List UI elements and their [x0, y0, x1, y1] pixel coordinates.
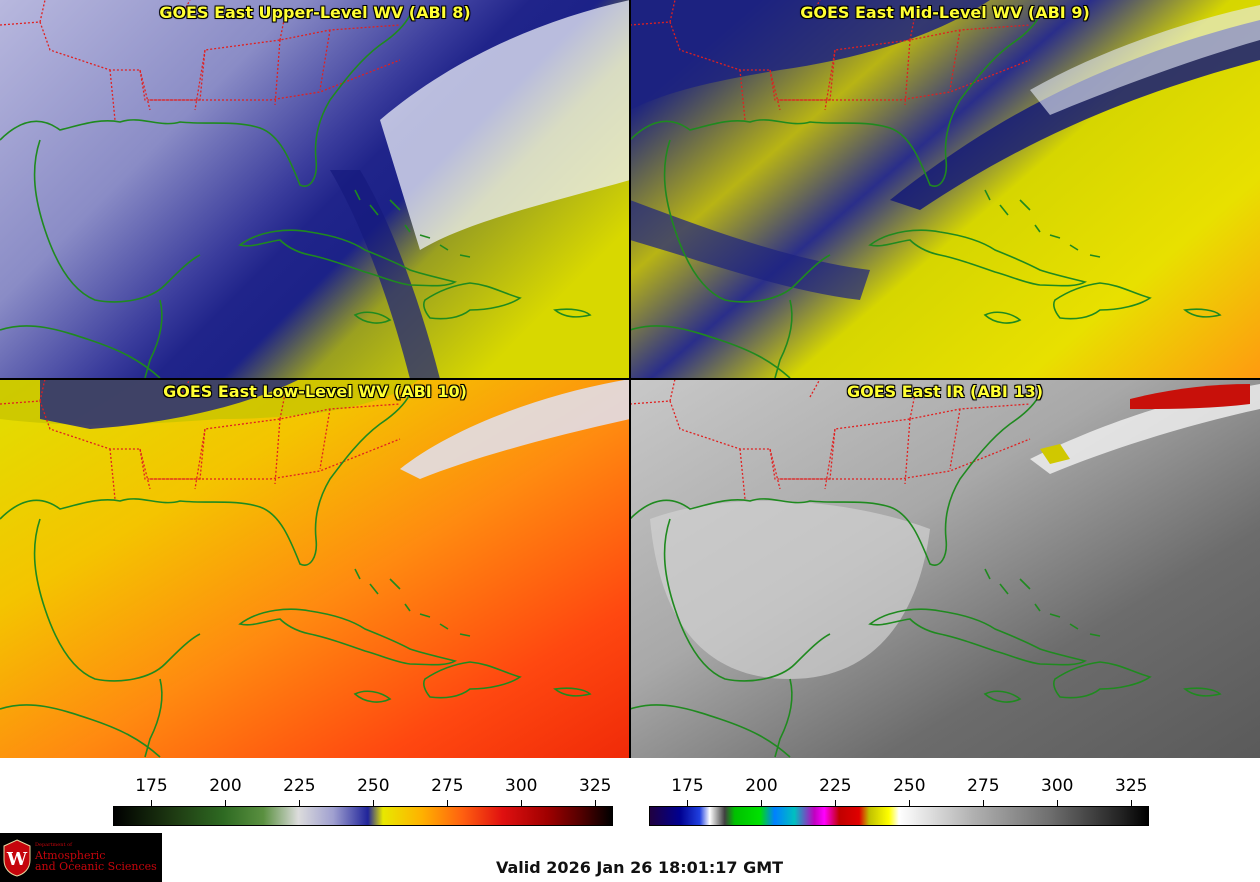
colorbar-tick-label: 325	[579, 776, 612, 796]
svg-text:W: W	[6, 849, 28, 870]
colorbar-tick-label: 275	[431, 776, 464, 796]
panel-title: GOES East Low-Level WV (ABI 10)	[163, 382, 467, 401]
logo-department: Department of	[35, 842, 72, 848]
colorbar-ticks: 175 200 225 250 275 300 325	[113, 770, 613, 806]
colorbar-tick-mark	[447, 800, 449, 806]
colorbar-ticks: 175 200 225 250 275 300 325	[649, 770, 1149, 806]
colorbar-tick-label: 225	[283, 776, 316, 796]
colorbar-tick-mark	[983, 800, 985, 806]
colorbar-tick-mark	[835, 800, 837, 806]
colorbar-ir: 175 200 225 250 275 300 325	[649, 770, 1149, 826]
map-panel-mid-level-wv: GOES East Mid-Level WV (ABI 9)	[630, 0, 1260, 379]
colorbar-tick-mark	[595, 800, 597, 806]
panel-title: GOES East Upper-Level WV (ABI 8)	[159, 3, 471, 22]
colorbar-tick-label: 250	[893, 776, 926, 796]
colorbar-tick-mark	[299, 800, 301, 806]
colorbar-tick-mark	[373, 800, 375, 806]
map-panel-upper-level-wv: GOES East Upper-Level WV (ABI 8)	[0, 0, 630, 379]
colorbar-tick-mark	[1131, 800, 1133, 806]
aos-logo: W Department of Atmospheric and Oceanic …	[0, 833, 162, 882]
colorbar-tick-label: 325	[1115, 776, 1148, 796]
panel-divider-horizontal	[0, 378, 1260, 380]
colorbar-tick-label: 175	[135, 776, 168, 796]
colorbar-tick-mark	[151, 800, 153, 806]
logo-line-1: Atmospheric	[35, 849, 106, 862]
colorbar-tick-label: 200	[745, 776, 778, 796]
colorbar-tick-label: 250	[357, 776, 390, 796]
colorbar-tick-mark	[687, 800, 689, 806]
colorbar-tick-label: 200	[209, 776, 242, 796]
colorbar-tick-label: 225	[819, 776, 852, 796]
colorbar-tick-mark	[1057, 800, 1059, 806]
colorbar-tick-label: 300	[1041, 776, 1074, 796]
colorbar-tick-mark	[909, 800, 911, 806]
panel-title: GOES East Mid-Level WV (ABI 9)	[800, 3, 1090, 22]
colorbar-tick-mark	[225, 800, 227, 806]
colorbar-gradient-ir	[649, 806, 1149, 826]
colorbar-tick-mark	[761, 800, 763, 806]
colorbar-wv: 175 200 225 250 275 300 325	[113, 770, 613, 826]
colorbar-tick-label: 300	[505, 776, 538, 796]
valid-time-label: Valid 2026 Jan 26 18:01:17 GMT	[496, 858, 784, 877]
map-panel-ir: GOES East IR (ABI 13)	[630, 379, 1260, 758]
logo-line-2: and Oceanic Sciences	[35, 860, 157, 873]
panel-title: GOES East IR (ABI 13)	[846, 382, 1044, 401]
colorbar-tick-label: 175	[671, 776, 704, 796]
uw-seal-icon: W	[3, 838, 31, 877]
colorbar-tick-mark	[521, 800, 523, 806]
colorbar-tick-label: 275	[967, 776, 1000, 796]
colorbar-gradient-wv	[113, 806, 613, 826]
map-panel-low-level-wv: GOES East Low-Level WV (ABI 10)	[0, 379, 630, 758]
